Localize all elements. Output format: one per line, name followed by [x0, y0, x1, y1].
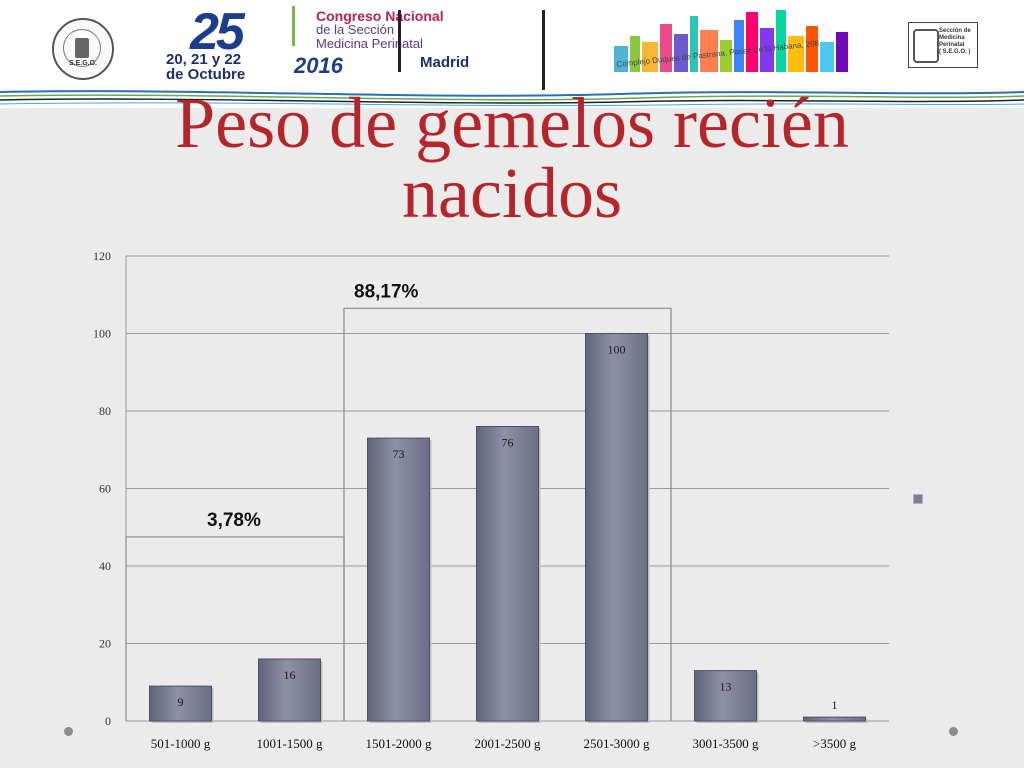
x-category-label: 2001-2500 g — [474, 736, 541, 751]
title-line-2: nacidos — [402, 153, 622, 233]
congress-line-3: Medicina Perinatal — [316, 36, 423, 51]
logo-text-line-4: ( S.E.G.O. ) — [939, 49, 971, 55]
bar — [367, 437, 430, 722]
slide-corner-dot — [64, 727, 73, 736]
decorative-stripes — [0, 90, 1024, 107]
congress-line-2: de la Sección — [316, 22, 395, 37]
y-tick-label: 60 — [99, 482, 111, 496]
logo-text-line-1: Sección de — [939, 28, 971, 34]
x-category-label: 1501-2000 g — [365, 736, 432, 751]
logo-text-line-3: Perinatal — [939, 42, 965, 48]
bar — [803, 716, 866, 722]
y-tick-label: 20 — [99, 637, 111, 651]
conference-banner: S.E.G.O. 25 20, 21 y 22 de Octubre Congr… — [0, 0, 1024, 108]
logo-text-line-2: Medicina — [939, 35, 965, 41]
annotation-bracket — [343, 307, 672, 721]
y-tick-label: 120 — [93, 249, 111, 263]
congress-name: Congreso Nacional de la Sección Medicina… — [316, 9, 444, 51]
bar-data-label: 76 — [502, 436, 514, 450]
bar-data-label: 73 — [393, 447, 405, 461]
congress-line-1: Congreso Nacional — [316, 8, 444, 24]
y-tick-label: 0 — [105, 714, 111, 728]
bar — [258, 658, 321, 722]
y-tick-label: 40 — [99, 559, 111, 573]
x-category-label: 3001-3500 g — [692, 736, 759, 751]
bar-data-label: 16 — [284, 668, 296, 682]
legend-marker-icon — [913, 494, 923, 504]
dates-line-1: 20, 21 y 22 — [166, 51, 242, 68]
divider-line — [542, 10, 545, 90]
divider-line — [292, 6, 295, 46]
bar-data-label: 9 — [178, 695, 184, 709]
y-tick-label: 100 — [93, 327, 111, 341]
anniversary-logo: 25 — [190, 3, 245, 61]
bar-data-label: 13 — [720, 680, 732, 694]
annotation-percent-label: 3,78% — [207, 510, 261, 531]
seal-text: S.E.G.O. — [68, 60, 97, 67]
slide-title: Peso de gemelos recién nacidos — [0, 83, 1024, 233]
x-category-label: 2501-3000 g — [583, 736, 650, 751]
bar — [476, 426, 539, 722]
event-year: 2016 — [294, 53, 343, 78]
bar — [149, 685, 212, 722]
y-tick-label: 80 — [99, 404, 111, 418]
x-category-label: >3500 g — [813, 736, 857, 751]
event-city: Madrid — [420, 54, 470, 71]
bar — [694, 670, 757, 722]
bar — [585, 333, 648, 722]
x-category-label: 1001-1500 g — [256, 736, 323, 751]
birth-weight-bar-chart: 0 20 40 60 80 100 120 3,78% 88,17% 9 501-1000 g 16 1… — [93, 249, 889, 751]
event-dates: 20, 21 y 22 de Octubre — [166, 52, 245, 82]
title-line-1: Peso de gemelos recién — [175, 83, 849, 163]
slide-corner-dot — [949, 727, 958, 736]
x-category-label: 501-1000 g — [151, 736, 211, 751]
book-icon — [75, 38, 89, 58]
dates-line-2: de Octubre — [166, 66, 246, 83]
chain-icon — [913, 29, 939, 63]
bar-data-label: 100 — [608, 343, 626, 357]
madrid-skyline-illustration — [614, 10, 848, 72]
sego-seal-logo: S.E.G.O. — [52, 18, 114, 80]
perinatal-section-logo: Sección de Medicina Perinatal ( S.E.G.O.… — [908, 22, 978, 68]
bar-data-label: 1 — [832, 698, 838, 712]
divider-line — [398, 10, 401, 72]
annotation-percent-label: 88,17% — [354, 281, 419, 302]
